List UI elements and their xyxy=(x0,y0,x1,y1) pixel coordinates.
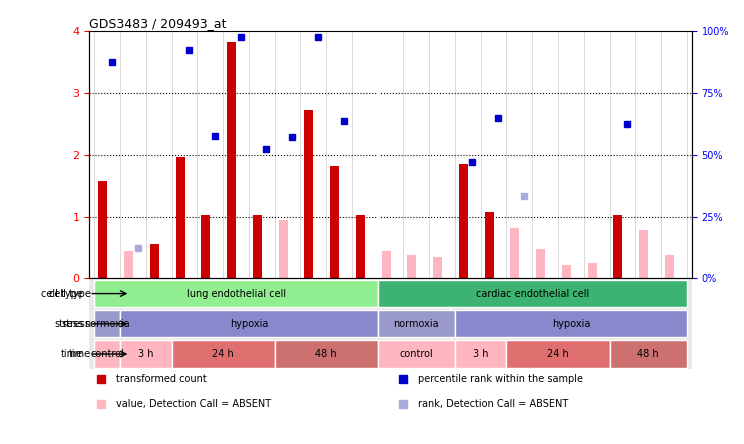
FancyBboxPatch shape xyxy=(121,341,172,368)
FancyBboxPatch shape xyxy=(378,341,455,368)
FancyBboxPatch shape xyxy=(455,341,507,368)
Text: hypoxia: hypoxia xyxy=(230,319,268,329)
Text: stress: stress xyxy=(62,319,91,329)
Bar xyxy=(459,164,468,278)
Bar xyxy=(665,255,674,278)
FancyBboxPatch shape xyxy=(609,341,687,368)
FancyBboxPatch shape xyxy=(507,341,609,368)
FancyBboxPatch shape xyxy=(378,310,455,337)
Bar xyxy=(536,250,545,278)
Bar xyxy=(202,215,211,278)
Text: 3 h: 3 h xyxy=(473,349,489,359)
Bar xyxy=(124,250,133,278)
Text: time: time xyxy=(61,349,83,359)
Text: value, Detection Call = ABSENT: value, Detection Call = ABSENT xyxy=(116,399,272,409)
Text: 3 h: 3 h xyxy=(138,349,154,359)
Text: 48 h: 48 h xyxy=(638,349,659,359)
Text: 48 h: 48 h xyxy=(315,349,337,359)
Bar xyxy=(484,212,493,278)
Bar xyxy=(253,215,262,278)
Bar xyxy=(433,257,442,278)
FancyBboxPatch shape xyxy=(94,341,121,368)
Bar xyxy=(356,215,365,278)
Bar xyxy=(304,110,313,278)
Bar xyxy=(227,42,236,278)
Text: percentile rank within the sample: percentile rank within the sample xyxy=(417,374,583,384)
FancyBboxPatch shape xyxy=(275,341,378,368)
Bar xyxy=(98,181,107,278)
FancyBboxPatch shape xyxy=(94,280,378,307)
Text: hypoxia: hypoxia xyxy=(552,319,590,329)
FancyBboxPatch shape xyxy=(378,280,687,307)
Bar xyxy=(278,220,288,278)
Text: normoxia: normoxia xyxy=(85,319,130,329)
Text: time: time xyxy=(68,349,91,359)
Text: cardiac endothelial cell: cardiac endothelial cell xyxy=(475,289,589,298)
FancyBboxPatch shape xyxy=(121,310,378,337)
FancyBboxPatch shape xyxy=(455,310,687,337)
Text: control: control xyxy=(400,349,433,359)
Bar xyxy=(408,255,417,278)
Bar xyxy=(330,166,339,278)
Bar xyxy=(639,230,648,278)
Text: stress: stress xyxy=(54,319,83,329)
Text: 24 h: 24 h xyxy=(212,349,234,359)
Bar xyxy=(588,263,597,278)
FancyBboxPatch shape xyxy=(94,310,121,337)
FancyBboxPatch shape xyxy=(172,341,275,368)
Bar xyxy=(613,215,623,278)
Bar xyxy=(150,245,158,278)
Text: 24 h: 24 h xyxy=(547,349,569,359)
Text: cell type: cell type xyxy=(48,289,91,298)
Text: rank, Detection Call = ABSENT: rank, Detection Call = ABSENT xyxy=(417,399,568,409)
Text: control: control xyxy=(91,349,124,359)
Bar xyxy=(176,157,185,278)
Text: lung endothelial cell: lung endothelial cell xyxy=(187,289,286,298)
Bar xyxy=(382,250,391,278)
Text: cell type: cell type xyxy=(42,289,83,298)
Bar xyxy=(562,265,571,278)
Text: normoxia: normoxia xyxy=(394,319,439,329)
Bar xyxy=(510,228,519,278)
Text: GDS3483 / 209493_at: GDS3483 / 209493_at xyxy=(89,17,227,30)
Text: transformed count: transformed count xyxy=(116,374,207,384)
